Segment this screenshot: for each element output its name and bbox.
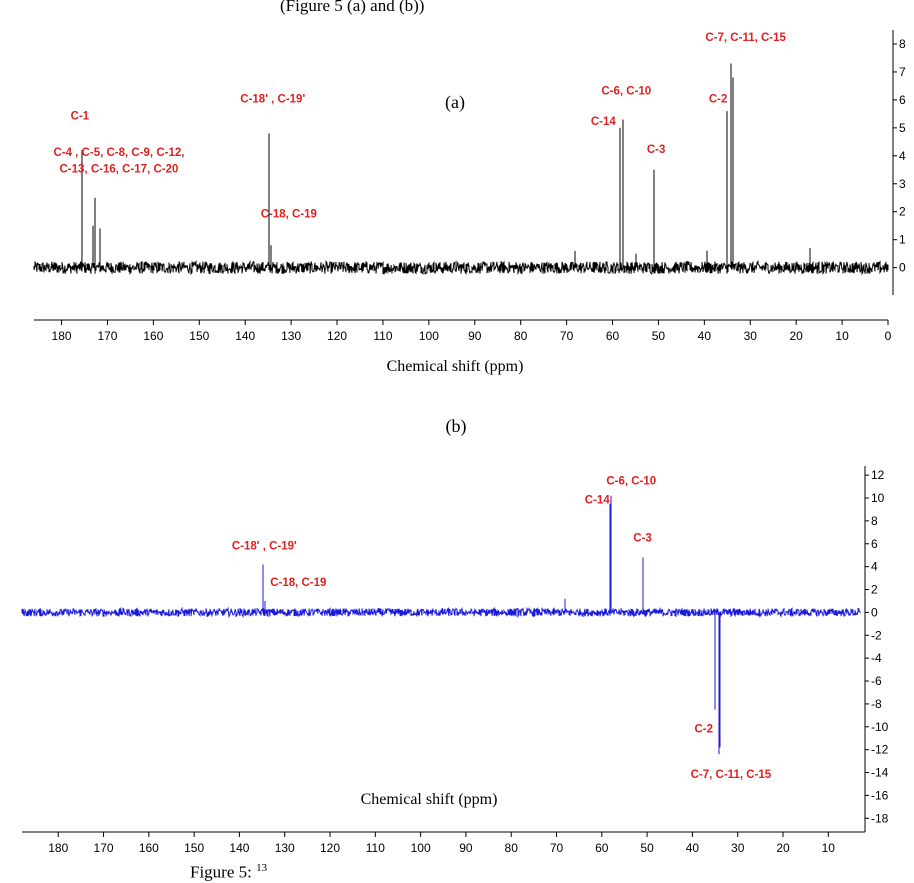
x-tick-label: 180	[48, 841, 68, 855]
spectrum-trace-a	[33, 63, 889, 276]
x-tick-label: 160	[143, 329, 163, 343]
peak-annotation: C-2	[694, 723, 713, 735]
spectrum-panel-a: 180 170 160 150 140 130 120 110 100 90 80 70 60 50 40 3…	[33, 30, 906, 375]
x-tick-label: 180	[52, 329, 72, 343]
peak-annotation: C-1	[71, 110, 90, 122]
y-tick-label: 7	[899, 65, 906, 79]
x-tick-label: 80	[505, 841, 519, 855]
y-tick-label: -6	[871, 674, 882, 688]
x-tick-label: 50	[652, 329, 666, 343]
y-ticks-a: 0 1 2 3 4 5 6 7 8	[893, 37, 906, 275]
x-tick-label: 150	[189, 329, 209, 343]
panel-label-a: (a)	[445, 92, 465, 113]
x-tick-label: 150	[184, 841, 204, 855]
x-tick-label: 60	[595, 841, 609, 855]
x-tick-label: 40	[686, 841, 700, 855]
x-tick-label: 60	[606, 329, 620, 343]
x-ticks-a: 180 170 160 150 140 130 120 110 100 90 80 70 60 50 40 3…	[52, 320, 892, 343]
peak-annotations-a: C-1 C-4 , C-5, C-8, C-9, C-12, C-13, C-16,…	[53, 32, 786, 220]
x-tick-label: 170	[94, 841, 114, 855]
y-tick-label: -18	[871, 811, 889, 825]
x-tick-label: 100	[419, 329, 439, 343]
peak-annotation: C-13, C-16, C-17, C-20	[60, 164, 179, 176]
x-tick-label: 70	[560, 329, 574, 343]
x-tick-label: 130	[281, 329, 301, 343]
y-tick-label: -4	[871, 651, 882, 665]
y-ticks-b: 12 10 8 6 4 2 0 -2 -4 -6 -8 -10 -12 -14 -16 -18	[865, 468, 889, 825]
peak-annotations-b: C-18' , C-19' C-18, C-19 C-6, C-10 C-14 C-3 C…	[232, 475, 772, 781]
x-tick-label: 130	[275, 841, 295, 855]
x-tick-label: 30	[731, 841, 745, 855]
y-tick-label: 6	[899, 93, 906, 107]
top-caption-fragment: (Figure 5 (a) and (b))	[280, 0, 425, 15]
y-tick-label: 12	[871, 468, 885, 482]
y-tick-label: 3	[899, 177, 906, 191]
y-tick-label: 2	[871, 583, 878, 597]
y-tick-label: 4	[871, 560, 878, 574]
x-tick-label: 120	[327, 329, 347, 343]
y-tick-label: 0	[871, 605, 878, 619]
y-tick-label: 8	[899, 37, 906, 51]
y-tick-label: -14	[871, 766, 889, 780]
x-axis-title-b: Chemical shift (ppm)	[361, 791, 498, 808]
y-tick-label: -2	[871, 628, 882, 642]
x-tick-label: 70	[550, 841, 564, 855]
peak-annotation: C-18, C-19	[270, 577, 326, 589]
peak-annotation: C-2	[709, 94, 728, 106]
x-tick-label: 110	[373, 329, 392, 343]
x-tick-label: 80	[514, 329, 528, 343]
peak-annotation: C-4 , C-5, C-8, C-9, C-12,	[53, 147, 184, 159]
peak-annotation: C-14	[585, 495, 611, 507]
x-tick-label: 20	[789, 329, 803, 343]
y-tick-label: -12	[871, 743, 889, 757]
y-tick-label: 8	[871, 514, 878, 528]
peak-annotation: C-3	[633, 532, 652, 544]
peak-annotation: C-6, C-10	[601, 85, 651, 97]
x-tick-label: 90	[459, 841, 473, 855]
x-ticks-b: 180 170 160 150 140 130 120 110 100 90 80 70 60 50 40 3…	[48, 832, 835, 855]
x-tick-label: 40	[698, 329, 712, 343]
x-tick-label: 120	[320, 841, 340, 855]
bottom-caption-fragment: Figure 5: 13	[190, 862, 268, 882]
y-tick-label: -10	[871, 720, 889, 734]
x-tick-label: 170	[97, 329, 117, 343]
spectrum-trace-b	[21, 495, 861, 755]
y-tick-label: 10	[871, 491, 885, 505]
panel-label-b: (b)	[446, 416, 467, 437]
peak-annotation: C-3	[647, 144, 666, 156]
x-axis-title-a: Chemical shift (ppm)	[387, 358, 524, 375]
y-tick-label: 6	[871, 537, 878, 551]
peak-annotation: C-18' , C-19'	[232, 540, 297, 552]
x-tick-label: 110	[366, 841, 385, 855]
x-tick-label: 10	[835, 329, 849, 343]
x-tick-label: 20	[776, 841, 790, 855]
peak-annotation: C-7, C-11, C-15	[691, 769, 772, 781]
peak-annotation: C-7, C-11, C-15	[705, 32, 786, 44]
y-tick-label: -16	[871, 788, 889, 802]
y-tick-label: -8	[871, 697, 882, 711]
x-tick-label: 140	[235, 329, 255, 343]
x-tick-label: 30	[744, 329, 758, 343]
x-tick-label: 160	[139, 841, 159, 855]
y-tick-label: 4	[899, 149, 906, 163]
y-tick-label: 2	[899, 205, 906, 219]
x-tick-label: 0	[885, 329, 892, 343]
x-tick-label: 90	[468, 329, 482, 343]
x-tick-label: 140	[229, 841, 249, 855]
y-tick-label: 1	[899, 233, 906, 247]
x-tick-label: 100	[411, 841, 431, 855]
y-tick-label: 5	[899, 121, 906, 135]
y-tick-label: 0	[899, 261, 906, 275]
x-tick-label: 50	[640, 841, 654, 855]
peak-annotation: C-18, C-19	[261, 208, 317, 220]
spectrum-panel-b: 180 170 160 150 140 130 120 110 100 90 80 70 60 50 40 3…	[21, 416, 889, 855]
peak-annotation: C-6, C-10	[606, 475, 656, 487]
peak-annotation: C-14	[591, 116, 617, 128]
peak-annotation: C-18' , C-19'	[240, 94, 305, 106]
x-tick-label: 10	[822, 841, 836, 855]
